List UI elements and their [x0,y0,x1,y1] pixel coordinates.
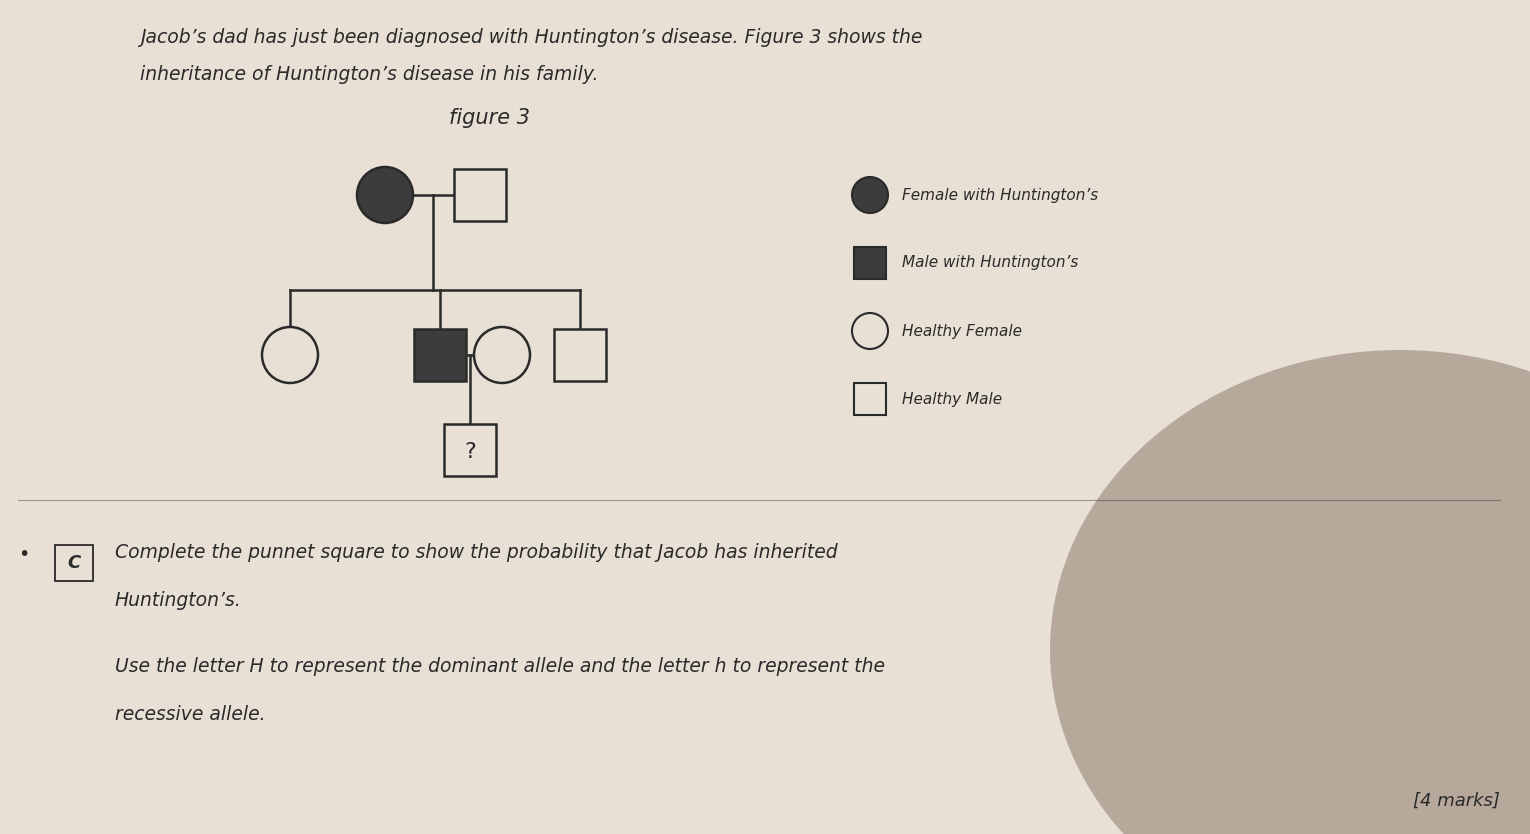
Text: figure 3: figure 3 [450,108,531,128]
Bar [854,247,886,279]
Bar [444,424,496,476]
Text: Complete the punnet square to show the probability that Jacob has inherited: Complete the punnet square to show the p… [115,543,837,562]
Text: recessive allele.: recessive allele. [115,705,266,724]
Circle shape [474,327,529,383]
Text: Huntington’s.: Huntington’s. [115,591,242,610]
Ellipse shape [1050,350,1530,834]
Bar [55,545,93,581]
Circle shape [852,313,887,349]
Text: •: • [18,545,29,564]
Circle shape [852,177,887,213]
Text: [4 marks]: [4 marks] [1414,792,1499,810]
Bar [454,169,506,221]
Bar [415,329,467,381]
Circle shape [262,327,318,383]
Text: Healthy Male: Healthy Male [903,391,1002,406]
Text: ?: ? [464,442,476,462]
Text: Female with Huntington’s: Female with Huntington’s [903,188,1099,203]
Text: Use the letter H to represent the dominant allele and the letter h to represent : Use the letter H to represent the domina… [115,657,884,676]
Text: Jacob’s dad has just been diagnosed with Huntington’s disease. Figure 3 shows th: Jacob’s dad has just been diagnosed with… [141,28,923,47]
Bar [854,383,886,415]
Text: Healthy Female: Healthy Female [903,324,1022,339]
Text: Male with Huntington’s: Male with Huntington’s [903,255,1079,270]
Text: C: C [67,554,81,572]
Bar [554,329,606,381]
Text: inheritance of Huntington’s disease in his family.: inheritance of Huntington’s disease in h… [141,65,598,84]
Circle shape [356,167,413,223]
